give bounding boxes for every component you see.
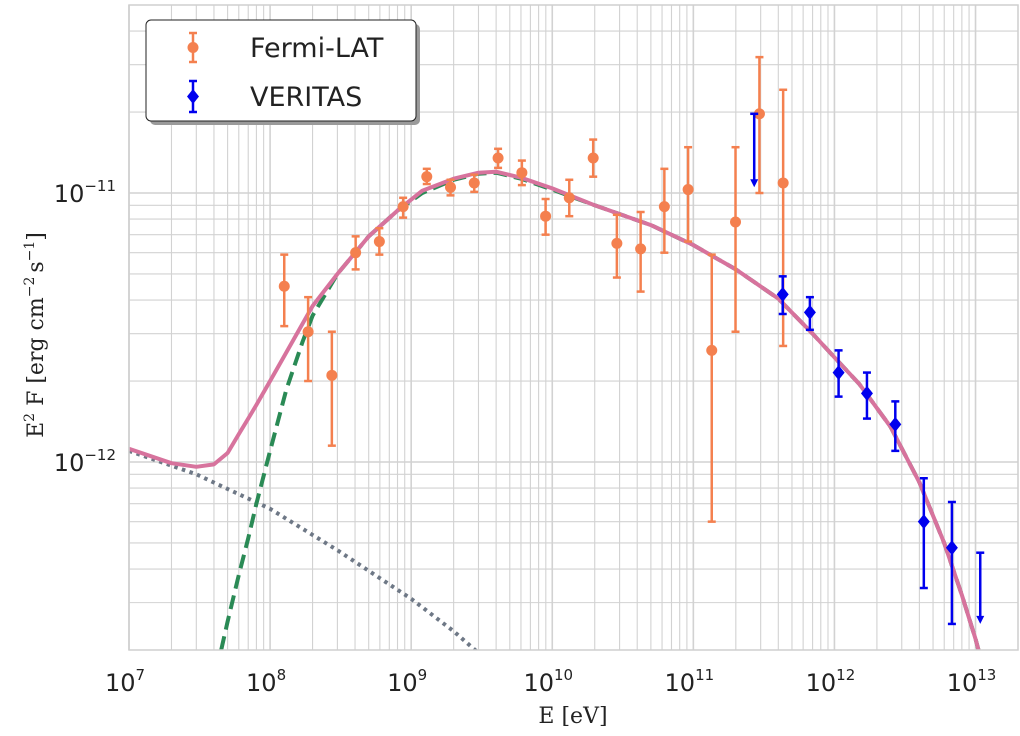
fermi-point bbox=[753, 55, 765, 195]
x-tick-label: 1010 bbox=[523, 666, 573, 697]
fermi-point bbox=[445, 178, 457, 197]
veritas-marker bbox=[860, 385, 873, 401]
fermi-marker bbox=[421, 171, 433, 183]
fermi-marker bbox=[635, 243, 647, 255]
fermi-point bbox=[302, 295, 314, 383]
fermi-point bbox=[350, 235, 362, 271]
legend-veritas-label: VERITAS bbox=[250, 82, 362, 113]
x-tick-label: 108 bbox=[246, 666, 286, 697]
veritas-point bbox=[860, 371, 873, 420]
fermi-point bbox=[397, 196, 409, 219]
fermi-marker bbox=[445, 181, 457, 193]
fermi-marker bbox=[730, 216, 742, 228]
veritas-point bbox=[917, 477, 930, 590]
plot-frame bbox=[128, 4, 1019, 651]
y-label-unit-sup1: −2 bbox=[22, 277, 38, 298]
fermi-point bbox=[682, 145, 694, 243]
fermi-point bbox=[658, 167, 670, 254]
fermi-point bbox=[611, 213, 623, 279]
fermi-point bbox=[730, 145, 742, 333]
y-label-close: ] bbox=[24, 232, 49, 241]
fermi-point bbox=[587, 138, 599, 178]
fermi-marker bbox=[777, 177, 789, 189]
fermi-marker bbox=[540, 210, 552, 222]
model-curve-total bbox=[129, 169, 981, 650]
svg-text:E2 F [erg cm−2s−1]: E2 F [erg cm−2 s−1] bbox=[22, 232, 49, 438]
fermi-point bbox=[468, 173, 480, 194]
x-tick-label: 109 bbox=[387, 666, 427, 697]
veritas-point bbox=[803, 295, 816, 332]
fermi-marker bbox=[587, 152, 599, 164]
fermi-point bbox=[373, 226, 385, 256]
y-label-unit-sup2: −1 bbox=[22, 241, 38, 262]
veritas-limit-arrowhead bbox=[976, 615, 985, 624]
legend-fermi-marker bbox=[187, 31, 199, 64]
fermi-marker bbox=[326, 369, 338, 381]
y-label-mid: s bbox=[24, 261, 49, 272]
fermi-marker bbox=[706, 344, 718, 356]
x-tick-labels: 107 108 109 1010 1011 1012 1013 bbox=[105, 666, 996, 697]
y-label-sup: 2 bbox=[22, 413, 38, 422]
veritas-marker bbox=[803, 304, 816, 320]
veritas-marker bbox=[832, 365, 845, 381]
veritas-marker bbox=[889, 416, 902, 432]
fermi-marker bbox=[658, 201, 670, 213]
veritas-point bbox=[776, 275, 789, 316]
fermi-point bbox=[278, 253, 290, 328]
fermi-point bbox=[563, 178, 575, 218]
fermi-marker bbox=[397, 201, 409, 213]
fermi-point bbox=[635, 210, 647, 293]
legend: Fermi-LAT VERITAS bbox=[145, 19, 420, 125]
fermi-point bbox=[516, 159, 528, 187]
fermi-marker bbox=[468, 177, 480, 189]
fermi-marker bbox=[278, 280, 290, 292]
veritas-limit-arrowhead bbox=[750, 179, 759, 188]
fermi-marker bbox=[682, 184, 694, 196]
y-tick-label: 10−11 bbox=[54, 177, 116, 208]
x-tick-label: 1011 bbox=[665, 666, 715, 697]
fermi-point bbox=[421, 167, 433, 186]
fermi-marker bbox=[611, 237, 623, 249]
veritas-point bbox=[832, 349, 845, 398]
y-tick-labels: 10−12 10−11 bbox=[54, 177, 116, 477]
fermi-marker bbox=[563, 192, 575, 204]
fermi-point bbox=[540, 197, 552, 236]
veritas-marker bbox=[945, 540, 958, 556]
fermi-marker bbox=[350, 247, 362, 259]
y-label-base: E bbox=[24, 422, 49, 438]
fermi-point bbox=[326, 330, 338, 447]
fermi-point bbox=[492, 147, 504, 170]
fermi-marker bbox=[492, 152, 504, 164]
fermi-marker bbox=[302, 326, 314, 338]
veritas-upper-limit bbox=[976, 551, 985, 624]
y-label-rest: F [erg cm bbox=[24, 297, 49, 413]
model-curves bbox=[129, 169, 981, 650]
x-tick-label: 1013 bbox=[947, 666, 997, 697]
y-tick-label: 10−12 bbox=[54, 446, 116, 477]
legend-fermi-label: Fermi-LAT bbox=[250, 33, 384, 64]
veritas-point bbox=[945, 500, 958, 626]
data-points bbox=[278, 55, 985, 626]
veritas-marker bbox=[776, 286, 789, 302]
fermi-marker bbox=[753, 108, 765, 120]
veritas-marker bbox=[917, 514, 930, 530]
fermi-marker bbox=[516, 167, 528, 179]
x-tick-label: 107 bbox=[105, 666, 145, 697]
fermi-point bbox=[706, 253, 718, 523]
veritas-point bbox=[889, 400, 902, 453]
x-tick-label: 1012 bbox=[806, 666, 856, 697]
legend-box bbox=[145, 19, 417, 122]
x-axis-label: E [eV] bbox=[538, 704, 607, 729]
legend-veritas-marker bbox=[187, 79, 199, 114]
fermi-marker bbox=[373, 236, 385, 248]
y-axis-label: E2 F [erg cm−2 s−1] bbox=[22, 232, 49, 438]
veritas-upper-limit bbox=[750, 112, 759, 188]
